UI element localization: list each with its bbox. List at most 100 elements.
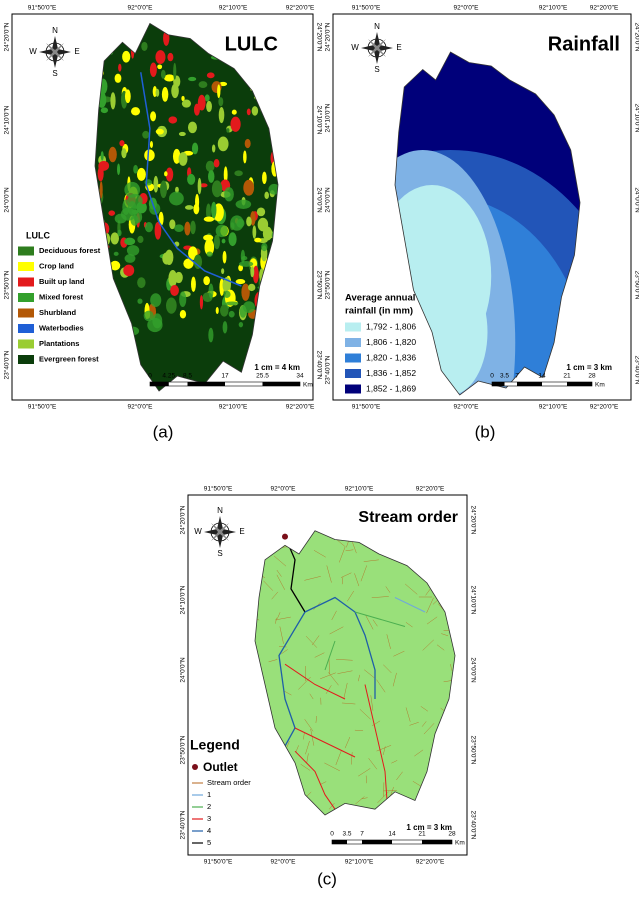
land-patch bbox=[230, 215, 244, 230]
stream bbox=[453, 771, 466, 774]
legend-swatch bbox=[345, 338, 361, 347]
land-patch bbox=[239, 261, 253, 267]
land-patch bbox=[267, 333, 281, 348]
land-patch bbox=[232, 110, 237, 115]
land-patch bbox=[188, 122, 197, 134]
legend-outlet: Outlet bbox=[203, 760, 238, 774]
land-patch bbox=[93, 309, 101, 319]
lat-label-left: 24°10'0"N bbox=[3, 105, 11, 134]
land-patch bbox=[185, 205, 193, 210]
compass-n: N bbox=[374, 22, 380, 31]
land-patch bbox=[222, 239, 226, 244]
lon-label-top: 92°0'0"E bbox=[128, 4, 154, 12]
land-patch bbox=[117, 164, 120, 176]
stream bbox=[280, 769, 282, 784]
legend-label: 2 bbox=[207, 802, 211, 811]
land-patch bbox=[173, 63, 176, 80]
land-patch bbox=[118, 64, 121, 72]
scale-segment bbox=[422, 840, 452, 844]
land-patch bbox=[203, 235, 213, 241]
land-patch bbox=[169, 192, 184, 206]
scale-ratio: 1 cm = 3 km bbox=[406, 823, 452, 832]
land-patch bbox=[144, 149, 154, 161]
stream bbox=[260, 741, 261, 752]
land-patch bbox=[257, 60, 260, 77]
lat-label-left: 23°50'0"N bbox=[179, 735, 187, 764]
stream bbox=[395, 793, 397, 800]
stream bbox=[267, 791, 275, 798]
land-patch bbox=[226, 301, 239, 305]
stream bbox=[416, 547, 418, 556]
land-patch bbox=[228, 232, 236, 246]
legend-title: Legend bbox=[190, 737, 240, 753]
land-patch bbox=[156, 129, 164, 135]
land-patch bbox=[115, 74, 122, 83]
lat-label-left: 24°10'0"N bbox=[324, 103, 332, 132]
land-patch bbox=[109, 147, 117, 162]
scale-tick: 14 bbox=[388, 831, 396, 838]
land-patch bbox=[150, 293, 161, 307]
land-patch bbox=[97, 285, 104, 292]
panel-label: (b) bbox=[475, 422, 496, 441]
scale-ratio: 1 cm = 3 km bbox=[566, 363, 612, 372]
land-patch bbox=[124, 238, 135, 246]
land-patch bbox=[243, 151, 247, 164]
land-patch bbox=[245, 139, 251, 148]
legend-label: 1,852 - 1,869 bbox=[366, 383, 416, 393]
lat-label-left: 24°0'0"N bbox=[179, 657, 187, 683]
land-patch bbox=[131, 107, 140, 115]
map-title: Stream order bbox=[358, 509, 458, 526]
scale-tick: 28 bbox=[588, 373, 596, 380]
land-patch bbox=[168, 270, 177, 287]
land-patch bbox=[216, 307, 219, 314]
rainfall-zone bbox=[414, 269, 488, 395]
lat-label-left: 24°10'0"N bbox=[179, 585, 187, 614]
land-patch bbox=[188, 77, 196, 81]
map-base bbox=[255, 531, 455, 815]
land-patch bbox=[219, 107, 225, 123]
land-patch bbox=[144, 311, 154, 322]
stream bbox=[449, 551, 460, 552]
scale-tick: 17 bbox=[221, 373, 229, 380]
map-title: LULC bbox=[225, 33, 278, 55]
compass-n: N bbox=[217, 506, 223, 515]
stream bbox=[250, 693, 259, 695]
land-patch bbox=[127, 194, 142, 209]
land-patch bbox=[208, 328, 213, 343]
land-patch bbox=[240, 305, 247, 317]
land-patch bbox=[224, 187, 234, 201]
land-patch bbox=[137, 168, 146, 181]
land-patch bbox=[271, 332, 277, 348]
legend-label: 3 bbox=[207, 814, 211, 823]
land-patch bbox=[150, 62, 157, 77]
lon-label-top: 91°50'0"E bbox=[204, 485, 233, 493]
compass-w: W bbox=[194, 527, 202, 536]
land-patch bbox=[96, 309, 112, 325]
lat-label-right: 24°0'0"N bbox=[633, 187, 639, 213]
legend-label: 1,792 - 1,806 bbox=[366, 321, 416, 331]
stream bbox=[342, 529, 351, 536]
land-patch bbox=[234, 170, 242, 176]
lon-label-top: 92°10'0"E bbox=[539, 4, 568, 12]
land-patch bbox=[184, 222, 190, 236]
land-patch bbox=[162, 252, 171, 264]
scale-bar: 1 cm = 3 km03.57142128Km bbox=[330, 823, 465, 847]
land-patch bbox=[223, 251, 227, 264]
land-patch bbox=[262, 172, 267, 184]
map-area bbox=[89, 24, 281, 392]
land-patch bbox=[162, 87, 168, 102]
land-patch bbox=[252, 106, 258, 116]
lon-label-top: 91°50'0"E bbox=[352, 4, 381, 12]
land-patch bbox=[168, 116, 177, 123]
legend-swatch bbox=[345, 323, 361, 332]
scale-tick: 3.5 bbox=[500, 373, 509, 380]
legend-label: Evergreen forest bbox=[39, 354, 99, 363]
scale-segment bbox=[150, 382, 169, 386]
panel-label: (c) bbox=[317, 869, 337, 888]
stream bbox=[277, 756, 288, 763]
lat-label-left: 24°0'0"N bbox=[324, 187, 332, 213]
land-patch bbox=[208, 36, 213, 53]
land-patch bbox=[174, 224, 184, 232]
legend-swatch bbox=[18, 278, 34, 287]
scale-segment bbox=[332, 840, 347, 844]
